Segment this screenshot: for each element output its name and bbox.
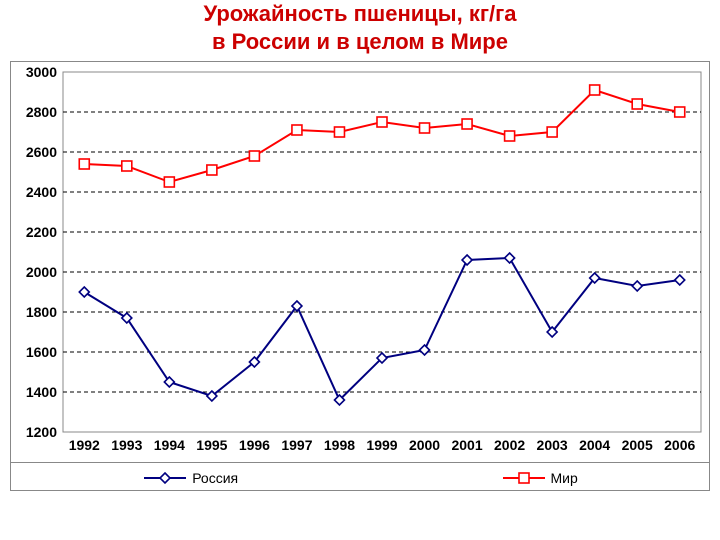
series-marker-Россия xyxy=(505,253,515,263)
series-marker-Мир xyxy=(249,151,259,161)
x-tick-label: 1996 xyxy=(239,437,270,453)
y-tick-label: 3000 xyxy=(26,64,57,80)
title-line-2: в России и в целом в Мире xyxy=(0,28,720,56)
legend-swatch-russia xyxy=(142,470,188,486)
x-tick-label: 2002 xyxy=(494,437,525,453)
x-tick-label: 2000 xyxy=(409,437,440,453)
x-tick-label: 1993 xyxy=(111,437,142,453)
y-tick-label: 1600 xyxy=(26,344,57,360)
title-line-1: Урожайность пшеницы, кг/га xyxy=(0,0,720,28)
series-marker-Россия xyxy=(462,255,472,265)
series-marker-Мир xyxy=(632,99,642,109)
y-tick-label: 2000 xyxy=(26,264,57,280)
y-tick-label: 2800 xyxy=(26,104,57,120)
x-tick-label: 2003 xyxy=(537,437,568,453)
legend-swatch-world xyxy=(501,470,547,486)
series-marker-Россия xyxy=(79,287,89,297)
series-marker-Мир xyxy=(164,177,174,187)
legend-item-world: Мир xyxy=(501,470,578,486)
chart-svg: 1200 1400 1600 1800 2000 2200 2400 2600 2800 3000… xyxy=(11,62,711,462)
series-marker-Мир xyxy=(292,125,302,135)
series-marker-Мир xyxy=(420,123,430,133)
legend-item-russia: Россия xyxy=(142,470,238,486)
series-marker-Мир xyxy=(207,165,217,175)
series-marker-Мир xyxy=(122,161,132,171)
legend-label-world: Мир xyxy=(551,470,578,486)
y-tick-label: 2400 xyxy=(26,184,57,200)
series-marker-Мир xyxy=(79,159,89,169)
x-tick-label: 1999 xyxy=(366,437,397,453)
x-tick-label: 1998 xyxy=(324,437,355,453)
x-tick-label: 1994 xyxy=(154,437,185,453)
chart-container: 1200 1400 1600 1800 2000 2200 2400 2600 2800 3000… xyxy=(10,61,710,491)
x-tick-label: 2005 xyxy=(622,437,653,453)
series-marker-Россия xyxy=(420,345,430,355)
x-tick-label: 1997 xyxy=(281,437,312,453)
series-marker-Мир xyxy=(590,85,600,95)
plot-area: 1200 1400 1600 1800 2000 2200 2400 2600 2800 3000… xyxy=(11,62,711,462)
legend-label-russia: Россия xyxy=(192,470,238,486)
series-marker-Россия xyxy=(675,275,685,285)
y-tick-label: 2200 xyxy=(26,224,57,240)
x-tick-label: 2004 xyxy=(579,437,610,453)
legend: Россия Мир xyxy=(11,462,709,492)
y-tick-label: 2600 xyxy=(26,144,57,160)
series-marker-Мир xyxy=(505,131,515,141)
series-marker-Мир xyxy=(462,119,472,129)
x-tick-label: 1992 xyxy=(69,437,100,453)
series-marker-Мир xyxy=(675,107,685,117)
y-tick-label: 1400 xyxy=(26,384,57,400)
series-marker-Россия xyxy=(632,281,642,291)
y-tick-label: 1200 xyxy=(26,424,57,440)
series-marker-Мир xyxy=(334,127,344,137)
series-line-Мир xyxy=(84,90,679,182)
series-marker-Мир xyxy=(547,127,557,137)
x-tick-label: 2006 xyxy=(664,437,695,453)
x-tick-label: 2001 xyxy=(451,437,482,453)
x-tick-label: 1995 xyxy=(196,437,227,453)
series-marker-Мир xyxy=(377,117,387,127)
chart-title: Урожайность пшеницы, кг/га в России и в … xyxy=(0,0,720,55)
y-tick-label: 1800 xyxy=(26,304,57,320)
